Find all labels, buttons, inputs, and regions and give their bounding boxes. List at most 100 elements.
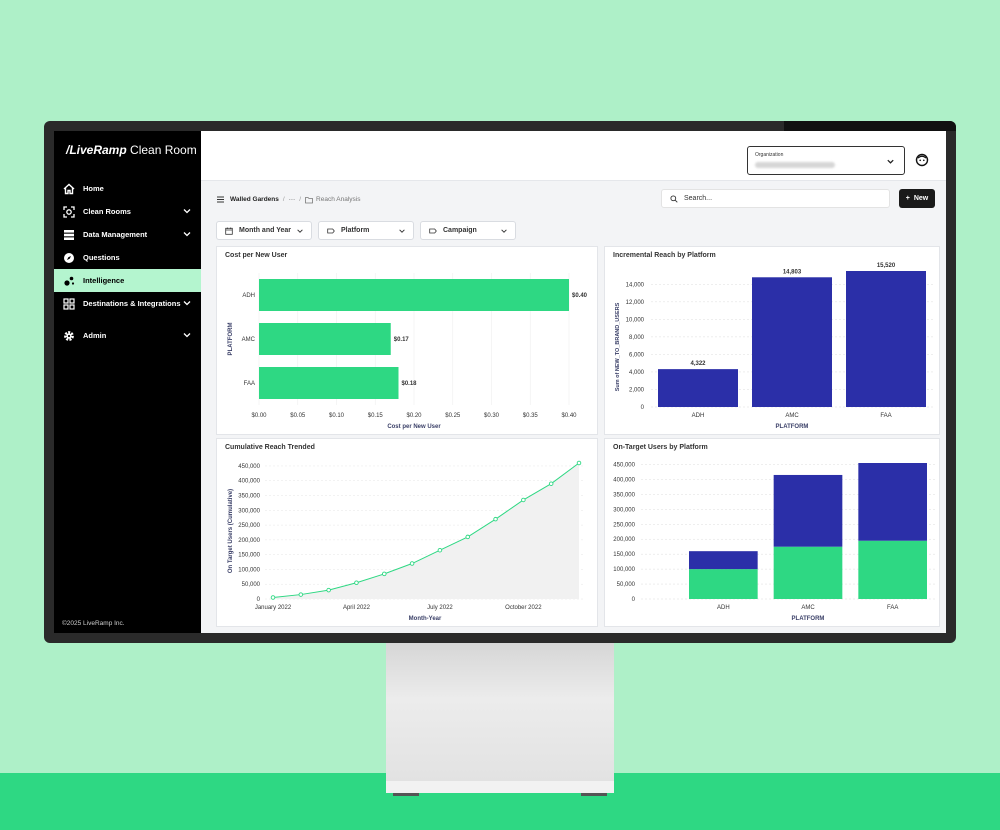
chevron-down-icon: [183, 232, 191, 237]
y-tick-label: 10,000: [626, 317, 645, 323]
chart-on-target-users: On-Target Users by Platform 0 50,000 100,0…: [604, 438, 940, 627]
y-tick-label: FAA: [244, 381, 255, 387]
data-label: $0.17: [394, 337, 410, 343]
data-point: [270, 595, 276, 600]
monitor-stand-base: [386, 781, 614, 793]
app-logo[interactable]: /LiveRamp Clean Room: [66, 143, 197, 157]
sidebar-item-clean-rooms[interactable]: Clean Rooms: [54, 200, 201, 223]
new-button[interactable]: + New: [899, 189, 935, 208]
data-point: [521, 497, 526, 503]
organization-select[interactable]: Organization: [747, 146, 905, 175]
search-input[interactable]: Search...: [661, 189, 890, 208]
bar-segment: [773, 474, 843, 547]
chart-incremental-reach: Incremental Reach by Platform 0 2,000 4,00…: [604, 246, 940, 435]
data-point: [326, 587, 331, 593]
breadcrumb-root[interactable]: Walled Gardens: [230, 196, 279, 203]
data-point: [354, 580, 359, 585]
sidebar-item-label: Clean Rooms: [83, 207, 131, 216]
monitor-foot: [393, 793, 419, 796]
chart-svg: 0 50,000 100,000 150,000 200,000 250,000 300,0…: [613, 462, 935, 622]
y-tick-label: AMC: [242, 337, 256, 343]
x-axis-label: PLATFORM: [792, 616, 825, 622]
data-label: $0.18: [402, 381, 418, 387]
sidebar-item-home[interactable]: Home: [54, 177, 201, 200]
sidebar-nav: Home Clean Rooms Data Management Questio…: [54, 177, 201, 347]
area-fill: [273, 463, 579, 599]
breadcrumb-current: Reach Analysis: [305, 196, 360, 204]
y-tick-label: 150,000: [613, 552, 635, 558]
y-tick-label: 400,000: [238, 479, 260, 485]
chevron-down-icon: [183, 333, 191, 338]
sidebar-item-questions[interactable]: Questions: [54, 246, 201, 269]
x-tick-label: AMC: [801, 605, 815, 611]
y-tick-label: 250,000: [613, 522, 635, 528]
y-tick-label: 4,000: [629, 370, 645, 376]
breadcrumb-ellipsis[interactable]: ···: [288, 196, 296, 203]
y-tick-label: 12,000: [626, 300, 645, 306]
home-icon: [63, 183, 75, 195]
monitor: /LiveRamp Clean Room Home Clean Rooms Da…: [44, 121, 956, 643]
chevron-down-icon: [297, 229, 303, 233]
y-tick-label: 50,000: [617, 582, 636, 588]
y-axis-label: On Target Users (Cumulative): [228, 489, 234, 573]
database-icon: [63, 229, 75, 241]
chart-title: Incremental Reach by Platform: [613, 252, 716, 259]
chevron-down-icon: [183, 209, 191, 214]
data-point: [382, 571, 387, 577]
folder-icon: [305, 196, 313, 203]
x-tick-label: $0.25: [445, 413, 461, 419]
data-point: [493, 516, 498, 522]
calendar-icon: [225, 227, 233, 235]
sidebar-item-admin[interactable]: Admin: [54, 324, 201, 347]
chart-cost-per-new-user: Cost per New User $0.00 $0.05 $0.10 $0.15 $0…: [216, 246, 598, 435]
filter-month-year[interactable]: Month and Year: [216, 221, 312, 240]
copyright-text: ©2025 LiveRamp Inc.: [62, 620, 125, 627]
bar: [259, 323, 391, 355]
plus-icon: +: [905, 195, 910, 202]
intelligence-icon: [63, 275, 75, 287]
x-tick-label: FAA: [887, 605, 898, 611]
sidebar-item-data-management[interactable]: Data Management: [54, 223, 201, 246]
tag-icon: [429, 228, 437, 233]
bar: [846, 271, 926, 407]
y-tick-label: 450,000: [613, 462, 635, 468]
y-tick-label: 300,000: [613, 507, 635, 513]
y-tick-label: ADH: [242, 293, 255, 299]
data-label: 4,322: [690, 361, 706, 367]
data-label: 14,803: [783, 269, 802, 275]
y-tick-label: 350,000: [238, 494, 260, 500]
data-label: $0.40: [572, 293, 588, 299]
y-tick-label: 350,000: [613, 492, 635, 498]
search-icon: [670, 194, 678, 203]
y-tick-label: 200,000: [238, 538, 260, 544]
y-tick-label: 0: [257, 597, 261, 603]
bar: [259, 367, 399, 399]
x-tick-label: $0.20: [406, 413, 422, 419]
series-line: [272, 462, 580, 599]
gear-icon: [63, 330, 75, 342]
monitor-bezel: [784, 121, 956, 131]
data-label: 15,520: [877, 263, 896, 269]
menu-icon[interactable]: [216, 195, 225, 204]
sidebar-item-intelligence[interactable]: Intelligence: [54, 269, 201, 292]
y-tick-label: 6,000: [629, 352, 645, 358]
y-tick-label: 450,000: [238, 464, 260, 470]
top-bar: Organization: [201, 131, 946, 181]
data-point: [548, 481, 554, 486]
data-point: [576, 460, 582, 466]
user-icon[interactable]: [915, 153, 929, 167]
chart-title: On-Target Users by Platform: [613, 444, 708, 451]
filter-campaign[interactable]: Campaign: [420, 221, 516, 240]
x-axis-label: Cost per New User: [387, 424, 441, 430]
sidebar-item-label: Data Management: [83, 230, 148, 239]
sidebar-item-label: Admin: [83, 331, 107, 340]
x-tick-label: AMC: [785, 413, 799, 419]
sidebar-item-destinations[interactable]: Destinations & Integrations: [54, 292, 201, 315]
filter-platform[interactable]: Platform: [318, 221, 414, 240]
y-tick-label: 14,000: [626, 282, 645, 288]
bar-segment: [689, 569, 758, 599]
y-tick-label: 150,000: [238, 553, 260, 559]
y-tick-label: 50,000: [242, 582, 261, 588]
clean-room-icon: [63, 205, 75, 218]
data-point: [465, 534, 470, 540]
